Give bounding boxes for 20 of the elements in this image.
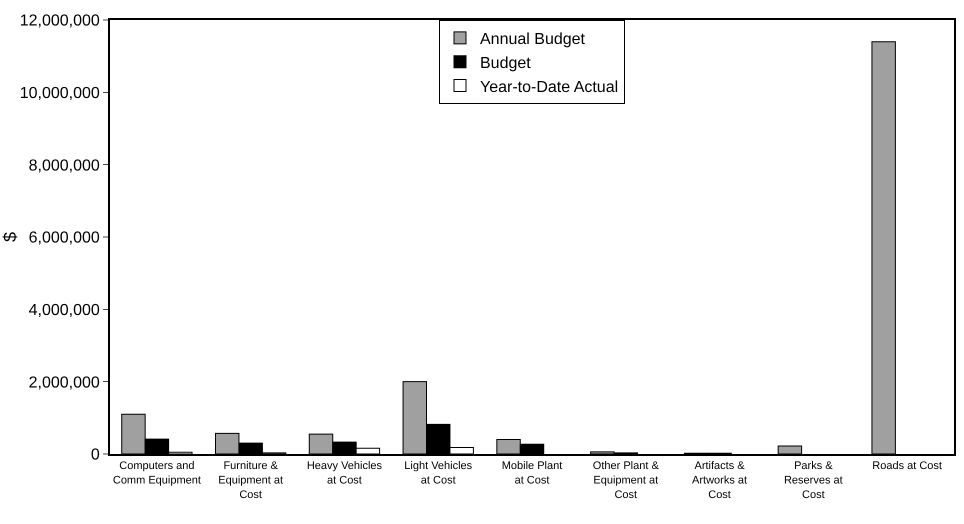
y-tick-label: 4,000,000 [28,302,100,319]
y-tick-label: 10,000,000 [20,84,100,102]
x-tick-label: Other Plant & Equipment at Cost [592,460,660,501]
legend-label: Annual Budget [480,31,586,48]
x-tick-label: Light Vehicles at Cost [404,460,473,486]
y-tick-label: 6,000,000 [28,230,100,247]
legend-label: Budget [480,54,532,72]
x-tick-label: Roads at Cost [872,460,942,472]
y-tick-label: 2,000,000 [28,374,100,392]
x-tick-label: Artifacts & Artworks at Cost [692,460,748,501]
x-tick-label: Computers and Comm Equipment [112,460,201,486]
x-tick-label: Furniture & Equipment at Cost [218,460,284,501]
y-tick-label: 0 [90,446,100,464]
x-tick-label: Mobile Plant at Cost [502,460,562,486]
x-tick-label: Parks & Reserves at Cost [784,460,843,501]
y-tick-label: 12,000,000 [20,12,100,30]
y-axis-title: $ [0,232,20,242]
y-tick-label: 8,000,000 [28,157,100,174]
x-tick-label: Heavy Vehicles at Cost [306,460,383,486]
legend-label: Year-to-Date Actual [480,78,618,96]
